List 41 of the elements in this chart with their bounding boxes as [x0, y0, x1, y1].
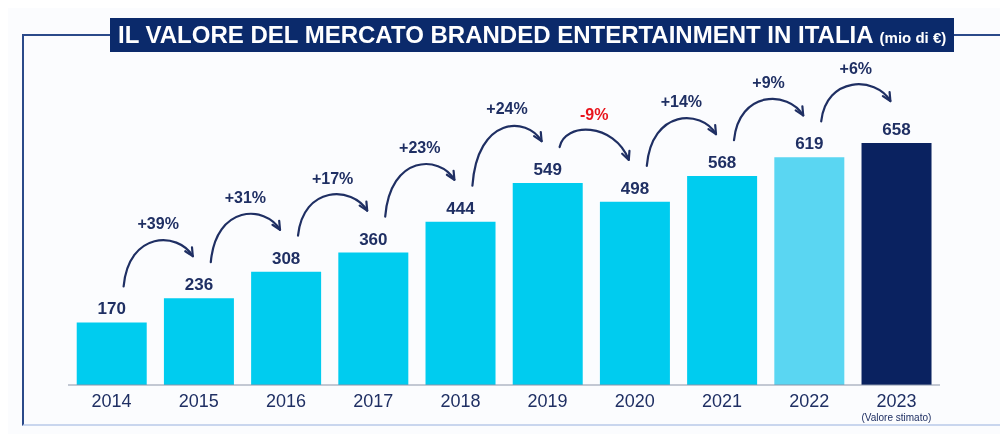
bar: [512, 183, 583, 385]
bar: [338, 252, 409, 385]
data-label: 568: [707, 153, 737, 173]
x-tick-label: 2015: [178, 391, 219, 411]
data-label: 308: [271, 248, 301, 268]
text: -9%: [579, 106, 609, 124]
data-label: 170: [97, 299, 126, 319]
data-label: 360: [359, 229, 388, 249]
annotation: +17%: [311, 169, 354, 187]
text: +9%: [752, 74, 785, 92]
data-label: 444: [446, 198, 476, 218]
x-tick-label: 2020: [614, 391, 655, 411]
x-tick-label: 2018: [440, 391, 481, 411]
text: +6%: [839, 60, 873, 77]
x-tick-label: 2016: [265, 391, 307, 411]
chart-subtitle: (mio di €): [879, 29, 947, 46]
annotation: +23%: [399, 138, 441, 156]
data-label: 498: [620, 178, 650, 198]
bar: [251, 271, 322, 385]
bar: [774, 157, 845, 385]
bar: [599, 201, 670, 385]
data-label: 236: [184, 275, 214, 295]
bar: [425, 221, 496, 385]
x-tick-label: 2017: [353, 391, 394, 411]
text: +24%: [486, 100, 528, 118]
data-label: 658: [882, 120, 911, 139]
x-tick-label: 2014: [91, 391, 132, 411]
chart-title: IL VALORE DEL MERCATO BRANDED ENTERTAINMENT IN ITALIA: [118, 21, 874, 48]
bar: [76, 322, 147, 385]
x-tick-label: 2023 (Valore stimato): [861, 391, 932, 423]
annotation: +31%: [224, 188, 267, 206]
data-label: 619: [795, 134, 824, 154]
annotation: +39%: [137, 215, 179, 233]
bar: [163, 298, 234, 385]
bar: [687, 176, 758, 385]
x-tick-label: 2022: [789, 391, 830, 411]
text: +14%: [660, 93, 703, 111]
bar: [861, 143, 932, 385]
data-label: 549: [533, 160, 562, 180]
x-tick-label: 2021: [701, 391, 743, 411]
x-tick-label: 2019: [527, 391, 568, 411]
